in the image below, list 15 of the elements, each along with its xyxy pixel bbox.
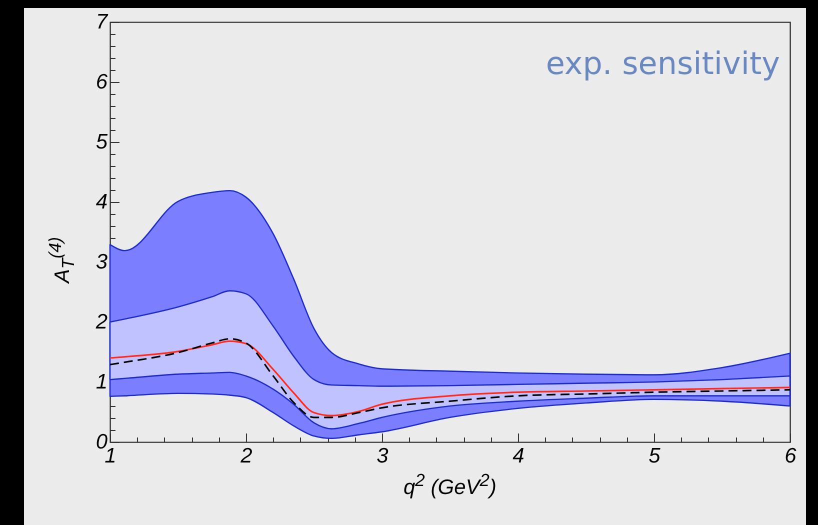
x-tick-label: 2 xyxy=(240,444,253,468)
y-tick-label: 7 xyxy=(96,10,109,34)
y-tick-label: 5 xyxy=(96,130,108,154)
x-tick-label: 3 xyxy=(376,444,389,468)
x-tick-label: 5 xyxy=(648,444,661,468)
y-tick-label: 4 xyxy=(96,190,108,214)
x-tick-label: 4 xyxy=(512,444,524,468)
y-tick-label: 2 xyxy=(94,310,108,334)
x-tick-label: 6 xyxy=(784,444,797,468)
y-tick-label: 6 xyxy=(96,70,108,94)
y-tick-label: 0 xyxy=(96,430,108,454)
y-tick-label: 1 xyxy=(96,370,108,394)
y-tick-label: 3 xyxy=(96,250,108,274)
x-axis-title: q$^{2}$ (GeV$^{2}$) xyxy=(403,470,497,500)
annotation: exp. sensitivity xyxy=(546,46,780,82)
